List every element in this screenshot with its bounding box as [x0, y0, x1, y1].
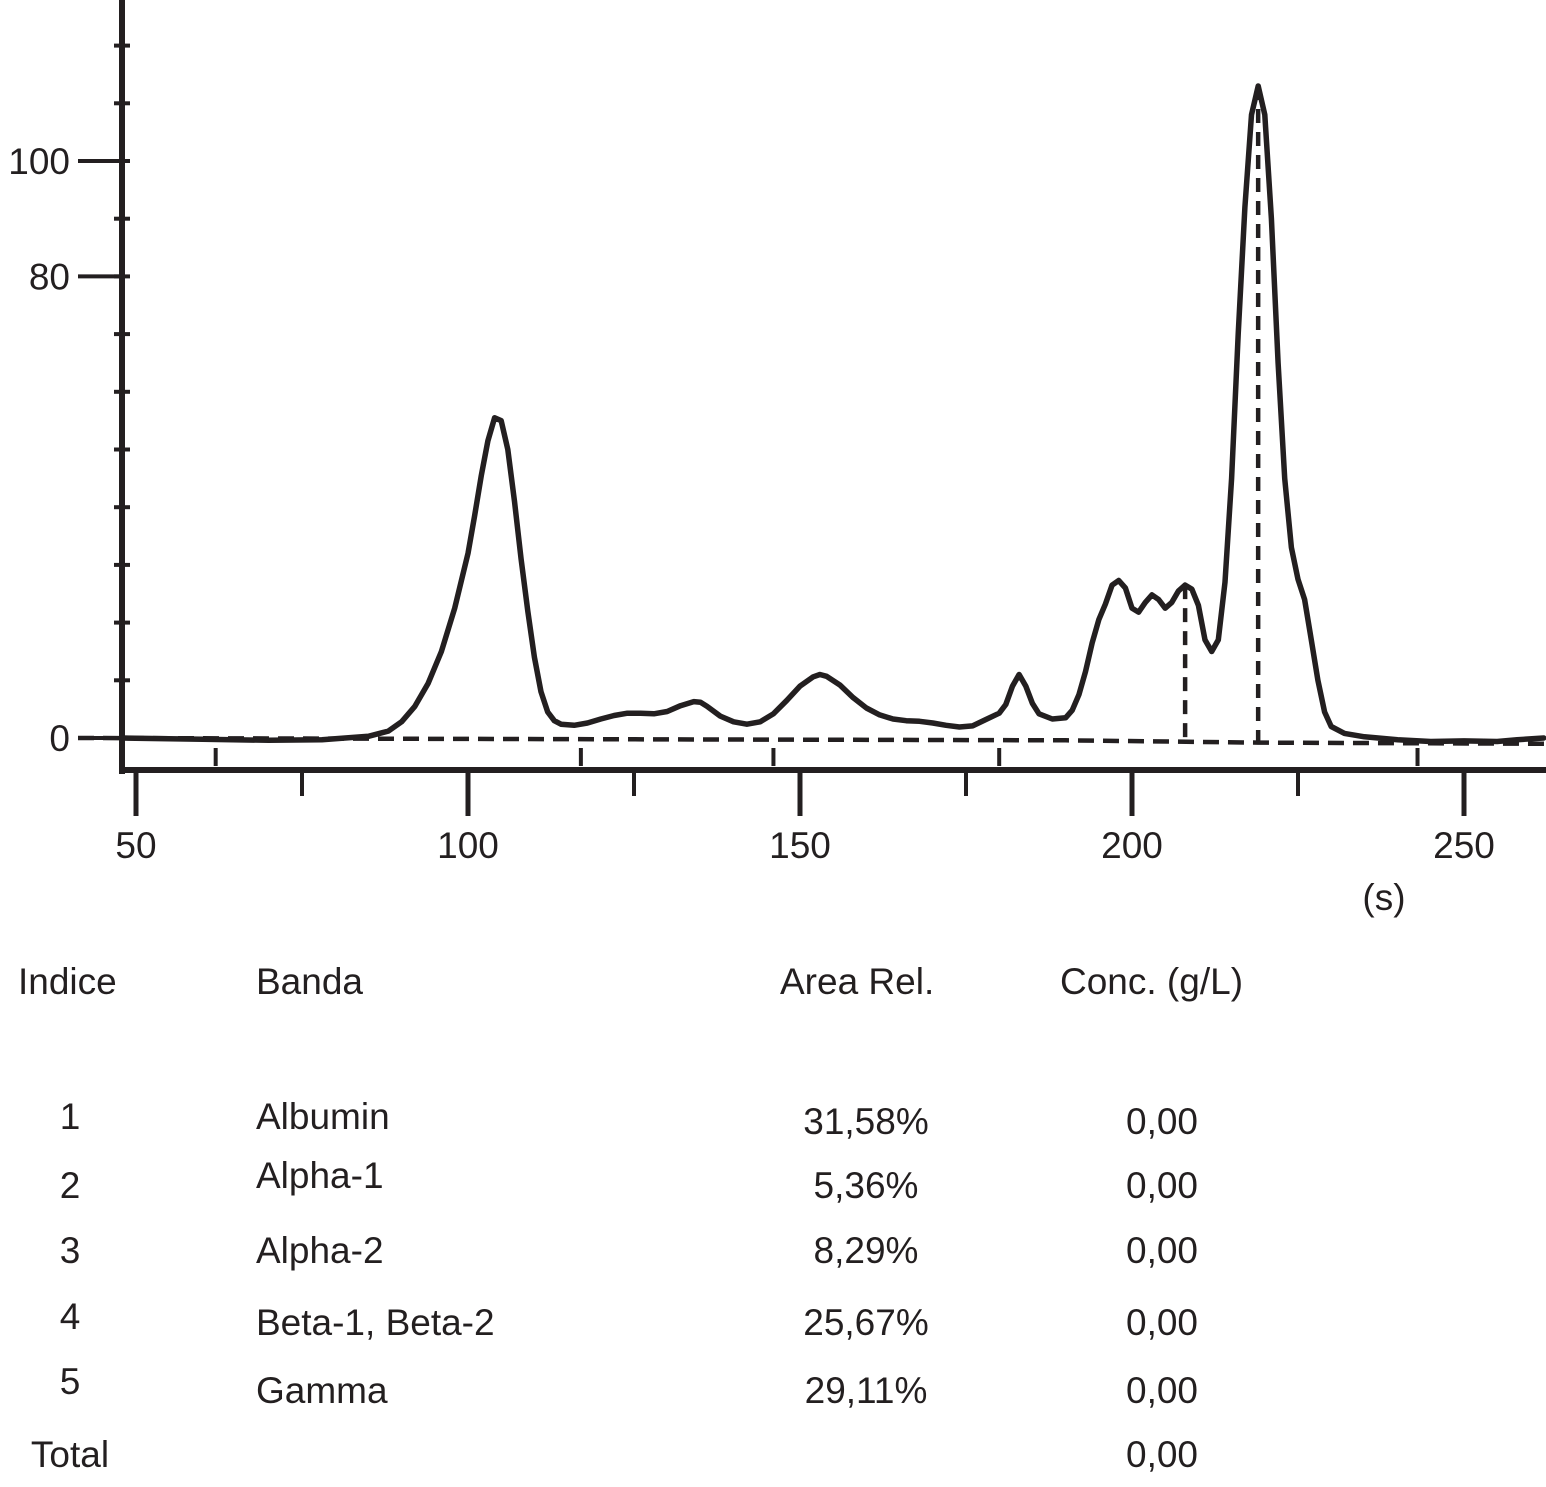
row-5-conc: 0,00: [1125, 1370, 1199, 1411]
row-5-band: Gamma: [256, 1370, 388, 1411]
y-tick-label: 80: [29, 256, 70, 297]
baseline-line: [77, 735, 1546, 747]
row-5-area: 29,11%: [804, 1370, 928, 1411]
row-5-index: 5: [59, 1361, 81, 1402]
total-conc: 0,00: [1125, 1434, 1199, 1475]
row-3-area: 8,29%: [813, 1230, 919, 1271]
row-4-area: 25,67%: [803, 1302, 929, 1343]
densitometry-curve: [119, 83, 1546, 745]
electrophoresis-chart: 0 80 100 50 100 150 200 250 (s): [8, 0, 1546, 918]
row-1-conc: 0,00: [1125, 1101, 1199, 1142]
x-tick-label: 250: [1433, 825, 1495, 866]
header-band: Banda: [256, 961, 363, 1002]
x-tick-label: 150: [769, 825, 831, 866]
header-area: Area Rel.: [780, 961, 935, 1002]
header-index: Indice: [18, 961, 117, 1002]
row-4-conc: 0,00: [1125, 1302, 1199, 1343]
row-1-band: Albumin: [256, 1096, 390, 1137]
row-2-band: Alpha-1: [256, 1155, 384, 1196]
row-2-index: 2: [59, 1165, 81, 1206]
row-4-band: Beta-1, Beta-2: [256, 1302, 495, 1343]
x-tick-label: 100: [437, 825, 499, 866]
x-tick-label: 200: [1101, 825, 1163, 866]
row-4-index: 4: [59, 1296, 81, 1337]
axis-labels: 0 80 100 50 100 150 200 250 (s): [8, 141, 1495, 918]
baseline-dashed: [77, 735, 1546, 766]
y-axis: [78, 0, 130, 774]
row-1-index: 1: [59, 1096, 81, 1137]
y-tick-label: 0: [49, 718, 70, 759]
row-3-index: 3: [59, 1230, 81, 1271]
x-axis: [119, 767, 1546, 816]
row-3-band: Alpha-2: [256, 1230, 384, 1271]
total-label: Total: [30, 1434, 110, 1475]
x-tick-label: 50: [115, 825, 156, 866]
header-conc: Conc. (g/L): [1060, 961, 1244, 1002]
series-group: [119, 83, 1546, 745]
row-2-conc: 0,00: [1125, 1165, 1199, 1206]
row-3-conc: 0,00: [1125, 1230, 1199, 1271]
row-1-area: 31,58%: [803, 1101, 929, 1142]
y-tick-label: 100: [8, 141, 70, 182]
band-boundaries: [1182, 85, 1261, 742]
row-2-area: 5,36%: [813, 1165, 919, 1206]
x-axis-label: (s): [1362, 877, 1405, 918]
